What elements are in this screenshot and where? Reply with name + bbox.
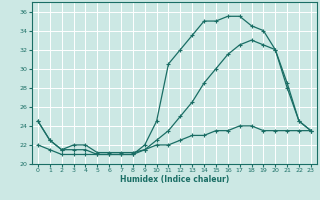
X-axis label: Humidex (Indice chaleur): Humidex (Indice chaleur) [120,175,229,184]
